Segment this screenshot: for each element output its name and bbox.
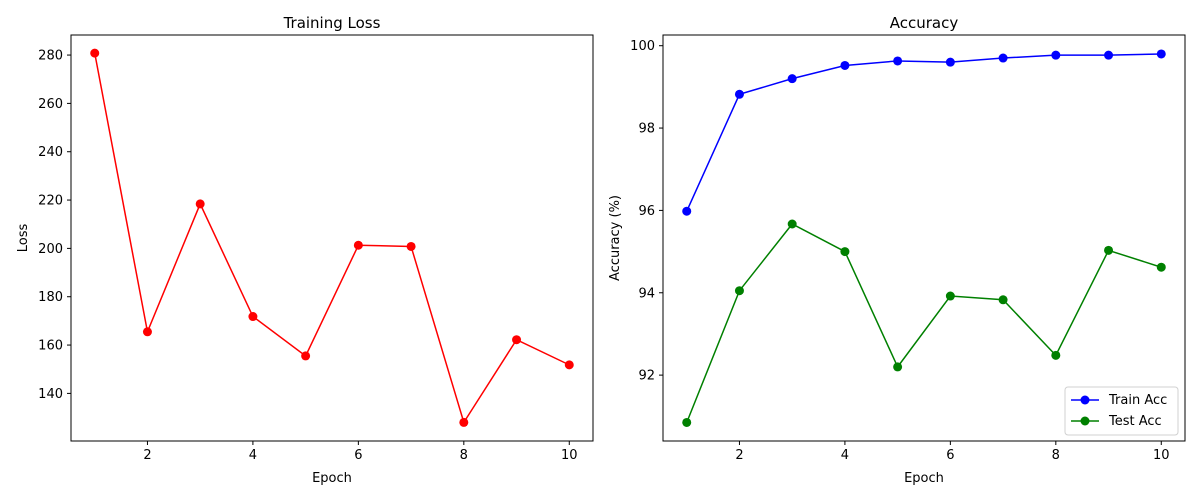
y-tick-label: 140 [38,387,63,402]
y-tick-label: 180 [38,290,63,305]
data-point [1156,49,1166,59]
data-point [893,362,903,372]
data-point [406,241,416,251]
data-point [734,286,744,296]
data-point [142,327,152,337]
x-tick-label: 2 [143,448,151,463]
y-tick-label: 240 [38,145,63,160]
data-point [459,417,469,427]
x-tick-label: 8 [460,448,468,463]
training-loss-panel: Training Loss Epoch Loss 2 4 6 8 10 140 160 180… [16,14,594,486]
legend-marker-test [1080,416,1090,426]
y-tick-label: 280 [38,49,63,64]
data-point [1156,262,1166,272]
data-point [564,360,574,370]
y-axis-label: Accuracy (%) [608,195,623,281]
series-group [90,48,574,427]
y-tick-label: 92 [638,369,655,384]
chart-title: Training Loss [283,14,381,32]
tick-group: 2 4 6 8 10 92 94 96 98 100 [630,39,1169,463]
y-tick-label: 200 [38,242,63,257]
x-axis-label: Epoch [312,471,352,486]
y-axis-label: Loss [16,224,31,253]
legend-label-test: Test Acc [1108,414,1162,429]
accuracy-panel: Accuracy Epoch Accuracy (%) 2 4 6 8 10 92 94 96… [608,14,1186,486]
x-tick-label: 2 [735,448,743,463]
data-point [1104,245,1114,255]
x-tick-label: 4 [249,448,257,463]
data-point [248,312,258,322]
x-tick-label: 10 [561,448,578,463]
data-point [998,295,1008,305]
x-tick-label: 6 [946,448,954,463]
data-point [512,335,522,345]
series-line [686,223,1162,423]
data-point [682,206,692,216]
legend: Train Acc Test Acc [1064,386,1179,436]
data-point [787,74,797,84]
data-point [998,53,1008,63]
data-point [1051,50,1061,60]
data-point [301,351,311,361]
x-tick-label: 6 [354,448,362,463]
data-point [682,417,692,427]
y-tick-label: 94 [638,286,655,301]
x-tick-label: 8 [1052,448,1060,463]
y-tick-label: 160 [38,339,63,354]
data-point [353,240,363,250]
y-tick-label: 260 [38,97,63,112]
x-axis-label: Epoch [904,471,944,486]
plot-frame [662,34,1186,442]
series-line [686,53,1162,212]
data-point [195,199,205,209]
y-tick-label: 220 [38,194,63,209]
data-point [945,291,955,301]
chart-title: Accuracy [890,14,959,32]
data-point [1104,50,1114,60]
series-group [682,49,1166,427]
x-tick-label: 4 [841,448,849,463]
data-point [787,219,797,229]
plot-frame [70,34,594,442]
data-point [945,57,955,67]
data-point [840,247,850,257]
data-point [734,89,744,99]
y-tick-label: 98 [638,122,655,137]
legend-box [1064,386,1179,436]
data-point [893,56,903,66]
y-tick-label: 96 [638,204,655,219]
legend-label-train: Train Acc [1108,393,1167,408]
y-tick-label: 100 [630,39,655,54]
data-point [90,48,100,58]
series-line [93,52,570,425]
tick-group: 2 4 6 8 10 140 160 180 200 220 240 260 280 [38,49,577,463]
data-point [1051,350,1061,360]
x-tick-label: 10 [1153,448,1170,463]
legend-marker-train [1080,395,1090,405]
data-point [840,60,850,70]
